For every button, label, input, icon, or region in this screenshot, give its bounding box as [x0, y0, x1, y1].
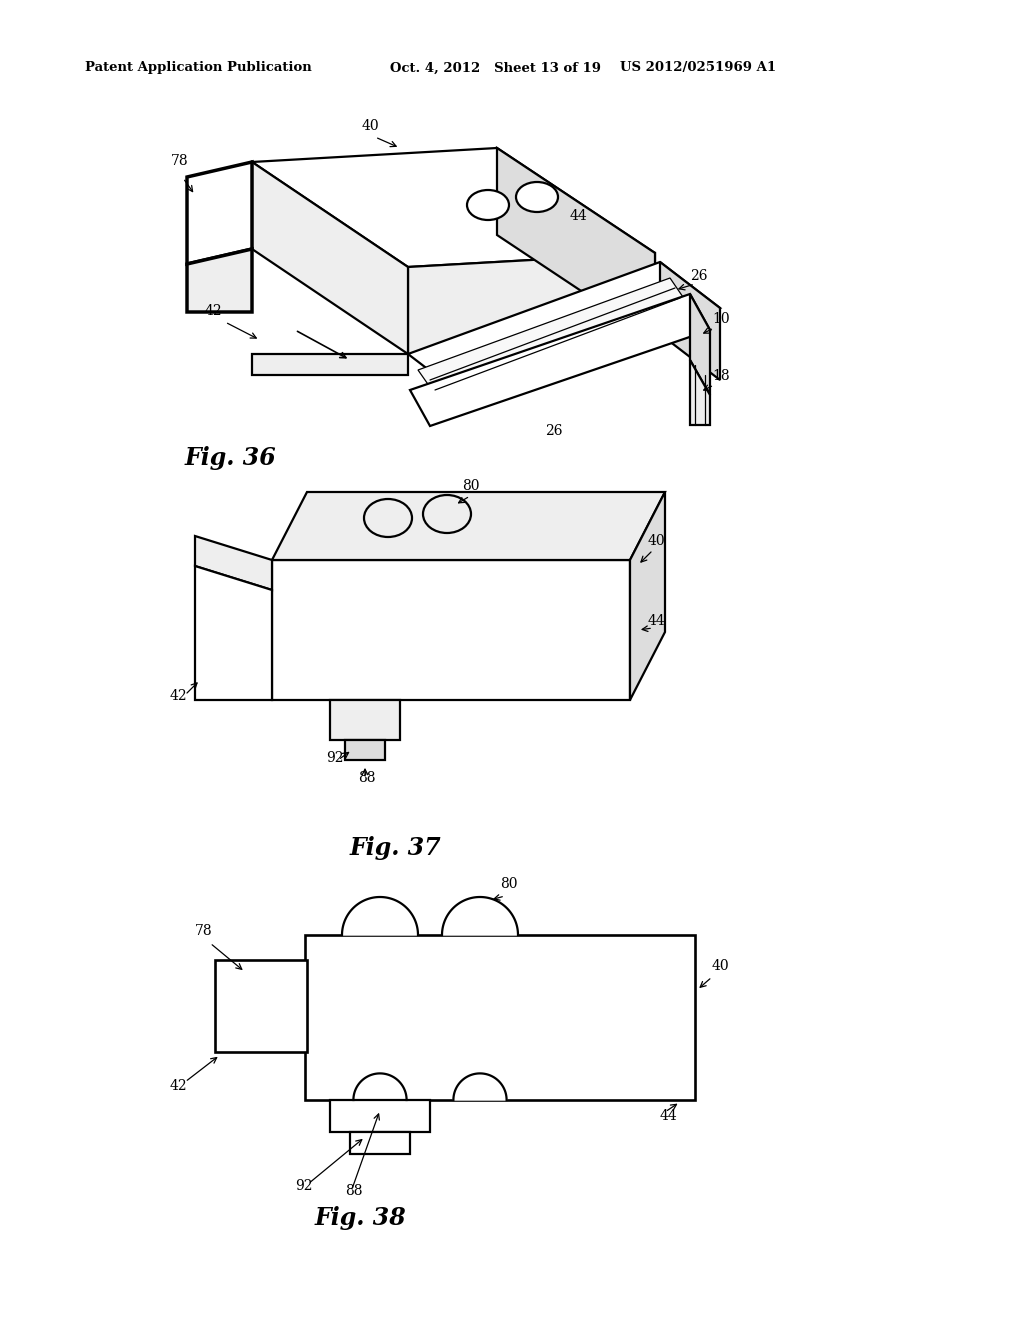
- Ellipse shape: [467, 190, 509, 220]
- Polygon shape: [330, 1100, 430, 1133]
- Text: 80: 80: [462, 479, 479, 492]
- Text: 10: 10: [712, 312, 730, 326]
- Polygon shape: [330, 700, 400, 741]
- Text: 42: 42: [205, 304, 222, 318]
- Text: 44: 44: [570, 209, 588, 223]
- Text: 18: 18: [712, 370, 730, 383]
- Text: 92: 92: [295, 1179, 312, 1193]
- Polygon shape: [408, 253, 655, 354]
- Polygon shape: [497, 148, 655, 341]
- Polygon shape: [410, 294, 710, 426]
- Text: 88: 88: [345, 1184, 362, 1199]
- Polygon shape: [408, 261, 720, 400]
- Text: US 2012/0251969 A1: US 2012/0251969 A1: [620, 62, 776, 74]
- Text: 26: 26: [690, 269, 708, 282]
- Text: 40: 40: [362, 119, 380, 133]
- Polygon shape: [690, 294, 710, 395]
- Text: Fig. 38: Fig. 38: [315, 1206, 407, 1230]
- Ellipse shape: [423, 495, 471, 533]
- Polygon shape: [660, 261, 720, 380]
- Polygon shape: [252, 354, 408, 375]
- Polygon shape: [215, 960, 307, 1052]
- Polygon shape: [252, 162, 408, 354]
- Ellipse shape: [364, 499, 412, 537]
- Polygon shape: [353, 1073, 407, 1100]
- Polygon shape: [187, 162, 252, 264]
- Text: Fig. 37: Fig. 37: [350, 836, 441, 861]
- Text: 40: 40: [648, 535, 666, 548]
- Text: 88: 88: [358, 771, 376, 785]
- Polygon shape: [195, 566, 272, 700]
- Text: 44: 44: [660, 1109, 678, 1123]
- Text: 78: 78: [171, 154, 188, 168]
- Polygon shape: [342, 898, 418, 935]
- Polygon shape: [442, 898, 518, 935]
- Polygon shape: [272, 560, 630, 700]
- Polygon shape: [350, 1133, 410, 1154]
- Polygon shape: [187, 249, 252, 312]
- Polygon shape: [690, 360, 710, 425]
- Text: Fig. 36: Fig. 36: [185, 446, 276, 470]
- Polygon shape: [272, 492, 665, 560]
- Polygon shape: [345, 741, 385, 760]
- Polygon shape: [195, 536, 272, 590]
- Polygon shape: [305, 935, 695, 1100]
- Polygon shape: [252, 148, 655, 267]
- Text: 80: 80: [500, 876, 517, 891]
- Text: Oct. 4, 2012   Sheet 13 of 19: Oct. 4, 2012 Sheet 13 of 19: [390, 62, 601, 74]
- Text: 92: 92: [326, 751, 343, 766]
- Text: 40: 40: [712, 960, 730, 973]
- Ellipse shape: [516, 182, 558, 213]
- Text: 44: 44: [648, 614, 666, 628]
- Text: 42: 42: [170, 1078, 187, 1093]
- Polygon shape: [418, 279, 685, 389]
- Text: Patent Application Publication: Patent Application Publication: [85, 62, 311, 74]
- Polygon shape: [454, 1073, 507, 1100]
- Text: 78: 78: [195, 924, 213, 939]
- Polygon shape: [630, 492, 665, 700]
- Text: 26: 26: [545, 424, 562, 438]
- Text: 42: 42: [170, 689, 187, 704]
